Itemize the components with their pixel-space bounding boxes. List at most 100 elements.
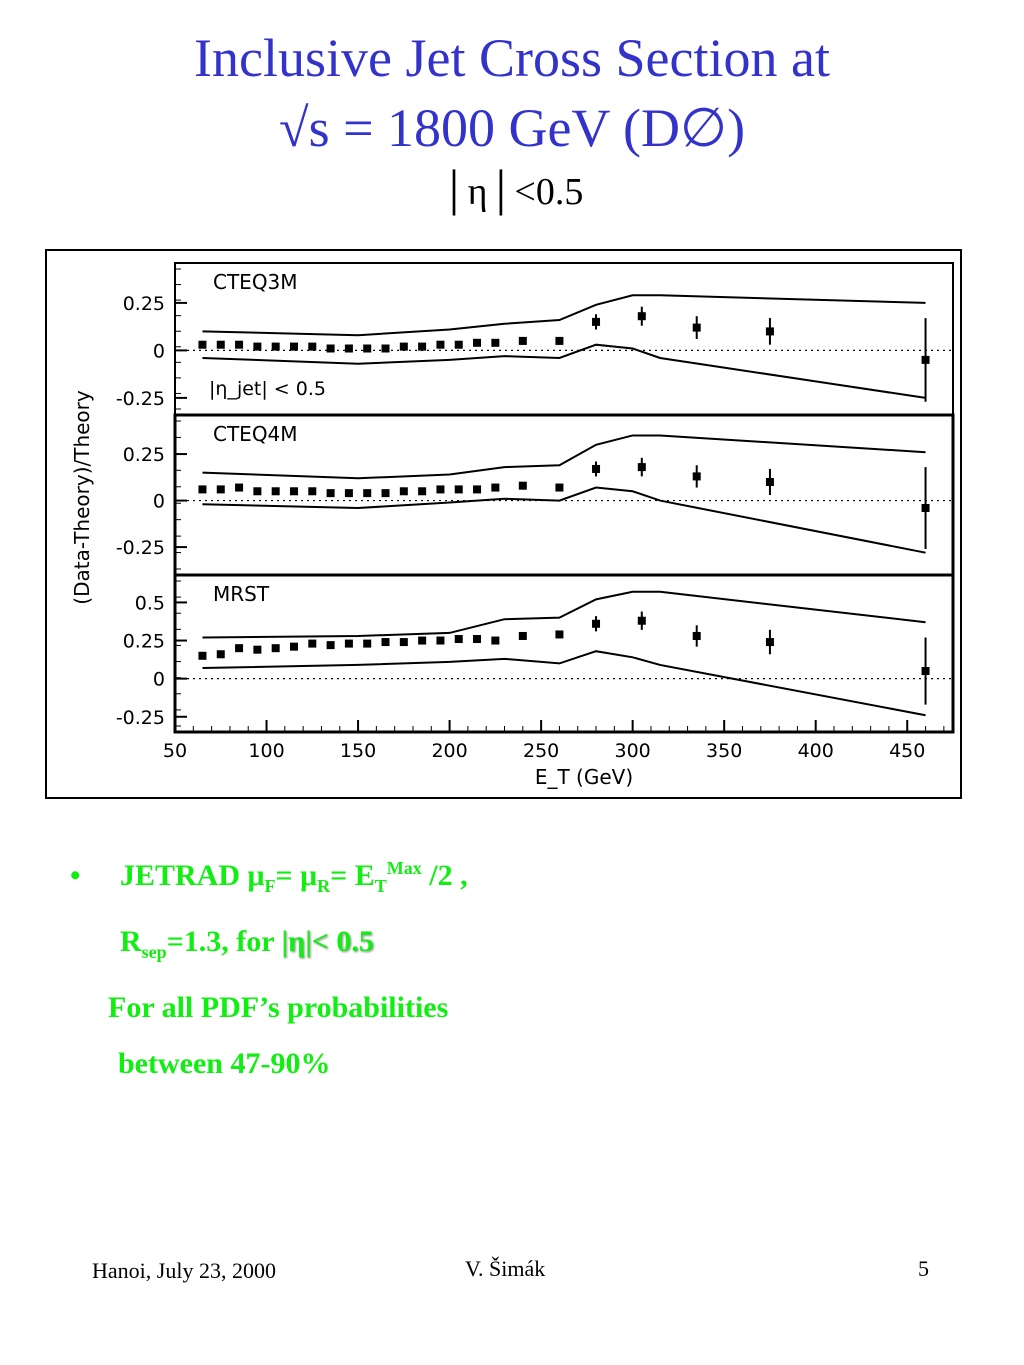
data-point-2 bbox=[216, 485, 225, 494]
data-point-3 bbox=[253, 645, 262, 654]
panel-label-1: CTEQ3M bbox=[213, 270, 298, 294]
data-point-2 bbox=[326, 489, 335, 498]
data-point-1 bbox=[765, 327, 774, 336]
data-point-2 bbox=[518, 481, 527, 490]
data-point-3 bbox=[473, 635, 482, 644]
eta-cut-text: |η|< 0.5 bbox=[281, 925, 374, 958]
data-point-3 bbox=[235, 644, 244, 653]
data-point-2 bbox=[308, 487, 317, 496]
data-point-1 bbox=[637, 312, 646, 321]
data-point-1 bbox=[326, 344, 335, 353]
y-tick-label-2: 0.25 bbox=[123, 444, 165, 466]
data-point-1 bbox=[253, 342, 262, 351]
rsep-rest-text: =1.3, for bbox=[166, 925, 282, 958]
data-point-2 bbox=[436, 485, 445, 494]
data-point-3 bbox=[271, 644, 280, 653]
data-point-2 bbox=[637, 463, 646, 472]
data-point-3 bbox=[216, 650, 225, 659]
jetrad-text: JETRAD bbox=[120, 859, 248, 892]
data-point-1 bbox=[308, 342, 317, 351]
y-tick-label-3: 0.25 bbox=[123, 631, 165, 653]
footer-center: V. Šimák bbox=[465, 1256, 546, 1281]
data-point-3 bbox=[692, 631, 701, 640]
sub-r: R bbox=[317, 876, 331, 896]
x-tick-label: 100 bbox=[248, 740, 284, 762]
slide-title-line2: √s = 1800 GeV (D∅) bbox=[278, 98, 746, 158]
data-point-3 bbox=[555, 630, 564, 639]
data-point-3 bbox=[326, 641, 335, 650]
data-point-2 bbox=[253, 487, 262, 496]
data-point-2 bbox=[235, 483, 244, 492]
x-axis-title: E_T (GeV) bbox=[535, 765, 633, 789]
panel-label-3: MRST bbox=[213, 582, 270, 606]
band-upper-1 bbox=[202, 294, 926, 337]
data-point-1 bbox=[921, 355, 930, 364]
mu-symbol-2: μ bbox=[300, 859, 318, 892]
y-tick-label-3: -0.25 bbox=[116, 707, 165, 729]
data-point-2 bbox=[289, 487, 298, 496]
bullet-line-2: Rsep=1.3, for |η|< 0.5 bbox=[70, 914, 468, 980]
data-point-3 bbox=[436, 636, 445, 645]
data-point-3 bbox=[491, 636, 500, 645]
panel-frame-3 bbox=[173, 573, 955, 734]
bullet-line-3: For all PDF’s probabilities bbox=[108, 991, 449, 1024]
data-point-1 bbox=[363, 344, 372, 353]
data-point-1 bbox=[271, 342, 280, 351]
data-point-3 bbox=[765, 638, 774, 647]
data-point-2 bbox=[454, 485, 463, 494]
data-point-2 bbox=[921, 504, 930, 513]
data-point-2 bbox=[692, 472, 701, 481]
data-point-1 bbox=[381, 344, 390, 353]
x-tick-label: 350 bbox=[706, 740, 742, 762]
band-upper-3 bbox=[202, 590, 926, 639]
bullet-dot: • bbox=[70, 859, 81, 892]
bullet-line-1: • JETRAD μF= μR= ETMax /2 , bbox=[70, 840, 468, 914]
equals-et-text: = E bbox=[330, 859, 375, 892]
data-point-1 bbox=[216, 340, 225, 349]
footer-right: 5 bbox=[918, 1256, 929, 1281]
data-point-2 bbox=[399, 487, 408, 496]
data-point-3 bbox=[454, 635, 463, 644]
data-point-2 bbox=[592, 464, 601, 473]
x-tick-label: 50 bbox=[163, 740, 187, 762]
sub-t: T bbox=[374, 876, 387, 896]
panel-annotation-1: |η_jet| < 0.5 bbox=[209, 378, 326, 400]
data-point-3 bbox=[308, 639, 317, 648]
equals-text: = bbox=[275, 859, 301, 892]
data-point-2 bbox=[555, 483, 564, 492]
bullet-list: • JETRAD μF= μR= ETMax /2 , Rsep=1.3, for… bbox=[70, 840, 468, 1092]
band-lower-2 bbox=[202, 486, 926, 554]
data-point-1 bbox=[473, 338, 482, 347]
x-tick-label: 400 bbox=[798, 740, 834, 762]
sub-sep: sep bbox=[141, 942, 167, 962]
data-point-1 bbox=[289, 342, 298, 351]
data-point-3 bbox=[592, 619, 601, 628]
data-point-1 bbox=[592, 317, 601, 326]
data-point-3 bbox=[637, 616, 646, 625]
data-point-2 bbox=[765, 477, 774, 486]
data-point-1 bbox=[555, 336, 564, 345]
data-point-3 bbox=[518, 631, 527, 640]
data-point-2 bbox=[363, 489, 372, 498]
data-point-3 bbox=[289, 642, 298, 651]
slide-title-line1: Inclusive Jet Cross Section at bbox=[194, 28, 830, 88]
rsep-text: R bbox=[120, 925, 142, 958]
mu-symbol: μ bbox=[247, 859, 265, 892]
sup-max: Max bbox=[386, 858, 422, 878]
data-point-1 bbox=[399, 342, 408, 351]
data-point-3 bbox=[363, 639, 372, 648]
data-point-1 bbox=[692, 323, 701, 332]
x-tick-label: 250 bbox=[523, 740, 559, 762]
data-point-3 bbox=[198, 651, 207, 660]
data-point-1 bbox=[491, 338, 500, 347]
data-point-2 bbox=[271, 487, 280, 496]
data-point-2 bbox=[198, 485, 207, 494]
y-tick-label-3: 0 bbox=[153, 669, 165, 691]
data-point-3 bbox=[418, 636, 427, 645]
data-point-2 bbox=[418, 487, 427, 496]
chart-svg: 0.25 0 -0.25 CTEQ3M |η_jet| < 0.5 0.25 0 -0.25 C… bbox=[70, 262, 955, 789]
band-upper-2 bbox=[202, 434, 926, 480]
data-point-1 bbox=[436, 340, 445, 349]
y-axis-title: (Data-Theory)/Theory bbox=[70, 390, 94, 605]
band-lower-1 bbox=[202, 343, 926, 399]
